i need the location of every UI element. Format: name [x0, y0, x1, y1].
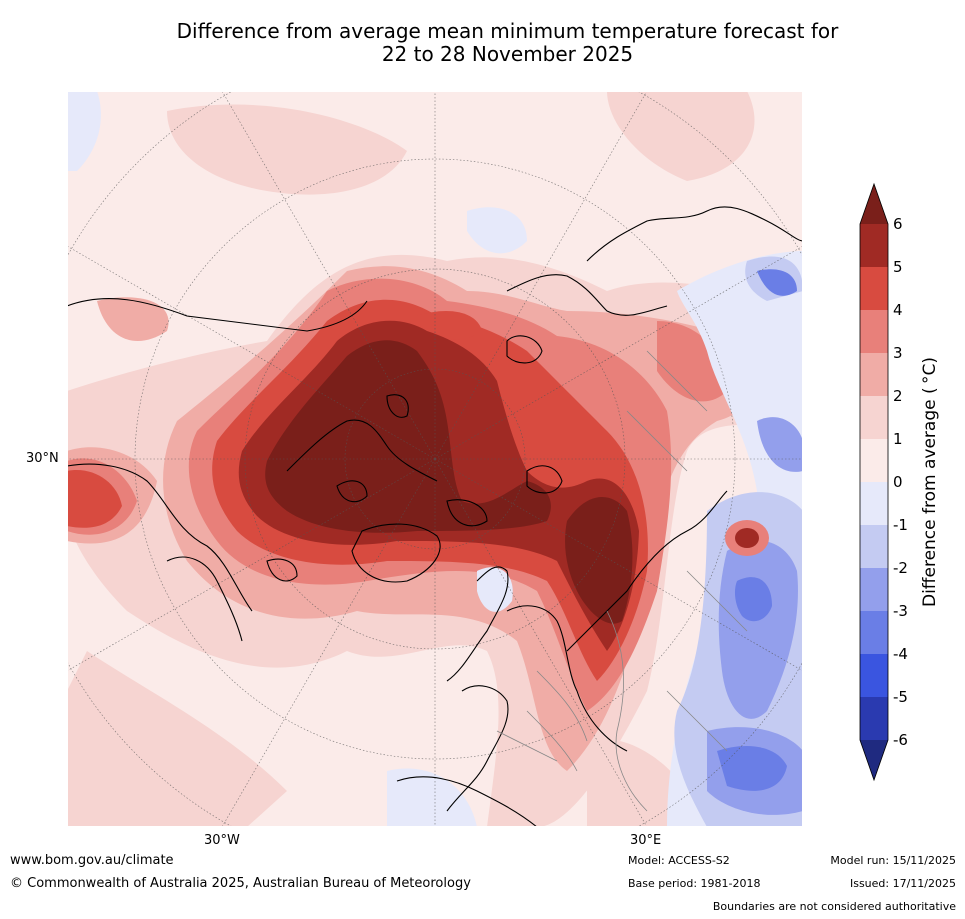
colorbar-tick-label: -5: [893, 688, 908, 706]
issued-text: Issued: 17/11/2025: [849, 877, 956, 890]
colorbar-tick-label: 6: [893, 215, 903, 233]
country-borders: [496, 350, 748, 812]
disclaimer-text: Boundaries are not considered authoritat…: [712, 900, 956, 913]
colorbar-tick-label: 0: [893, 473, 903, 491]
colorbar-band: [860, 568, 888, 612]
colorbar-label: Difference from average ( °C): [920, 356, 940, 608]
colorbar: [859, 182, 889, 782]
colorbar-extend-bottom: [860, 740, 888, 780]
colorbar-tick-label: -3: [893, 602, 908, 620]
colorbar-tick-label: -4: [893, 645, 908, 663]
website-text: www.bom.gov.au/climate: [10, 853, 174, 868]
colorbar-band: [860, 267, 888, 311]
model-text: Model: ACCESS-S2: [628, 854, 730, 867]
colorbar-tick-label: 1: [893, 430, 903, 448]
colorbar-tick-label: -1: [893, 516, 908, 534]
colorbar-band: [860, 611, 888, 655]
colorbar-band: [860, 654, 888, 698]
coastlines: [67, 206, 803, 827]
colorbar-band: [860, 439, 888, 483]
colorbar-tick-label: 2: [893, 387, 903, 405]
anomaly-band-minus-4-minus-3: [717, 269, 797, 791]
colorbar-tick-label: 4: [893, 301, 903, 319]
colorbar-tick-label: 3: [893, 344, 903, 362]
colorbar-band: [860, 482, 888, 526]
base-period-text: Base period: 1981-2018: [628, 877, 761, 890]
chart-title: Difference from average mean minimum tem…: [60, 20, 955, 66]
lon-label-30e: 30°E: [630, 833, 662, 848]
colorbar-band: [860, 224, 888, 268]
colorbar-band: [860, 697, 888, 741]
colorbar-band: [860, 353, 888, 397]
copyright-text: © Commonwealth of Australia 2025, Austra…: [10, 876, 471, 891]
title-line-2: 22 to 28 November 2025: [381, 42, 634, 66]
lon-label-30w: 30°W: [204, 833, 240, 848]
colorbar-band: [860, 396, 888, 440]
colorbar-tick-label: -6: [893, 731, 908, 749]
colorbar-tick-label: 5: [893, 258, 903, 276]
colorbar-band: [860, 310, 888, 354]
colorbar-band: [860, 525, 888, 569]
title-line-1: Difference from average mean minimum tem…: [176, 19, 839, 43]
anomaly-band-above-6: [265, 340, 633, 624]
lat-label-30n: 30°N: [26, 451, 59, 466]
graticule: [67, 91, 803, 827]
temperature-anomaly-map: [67, 91, 803, 827]
model-run-text: Model run: 15/11/2025: [830, 854, 956, 867]
colorbar-extend-top: [860, 184, 888, 224]
colorbar-tick-label: -2: [893, 559, 908, 577]
